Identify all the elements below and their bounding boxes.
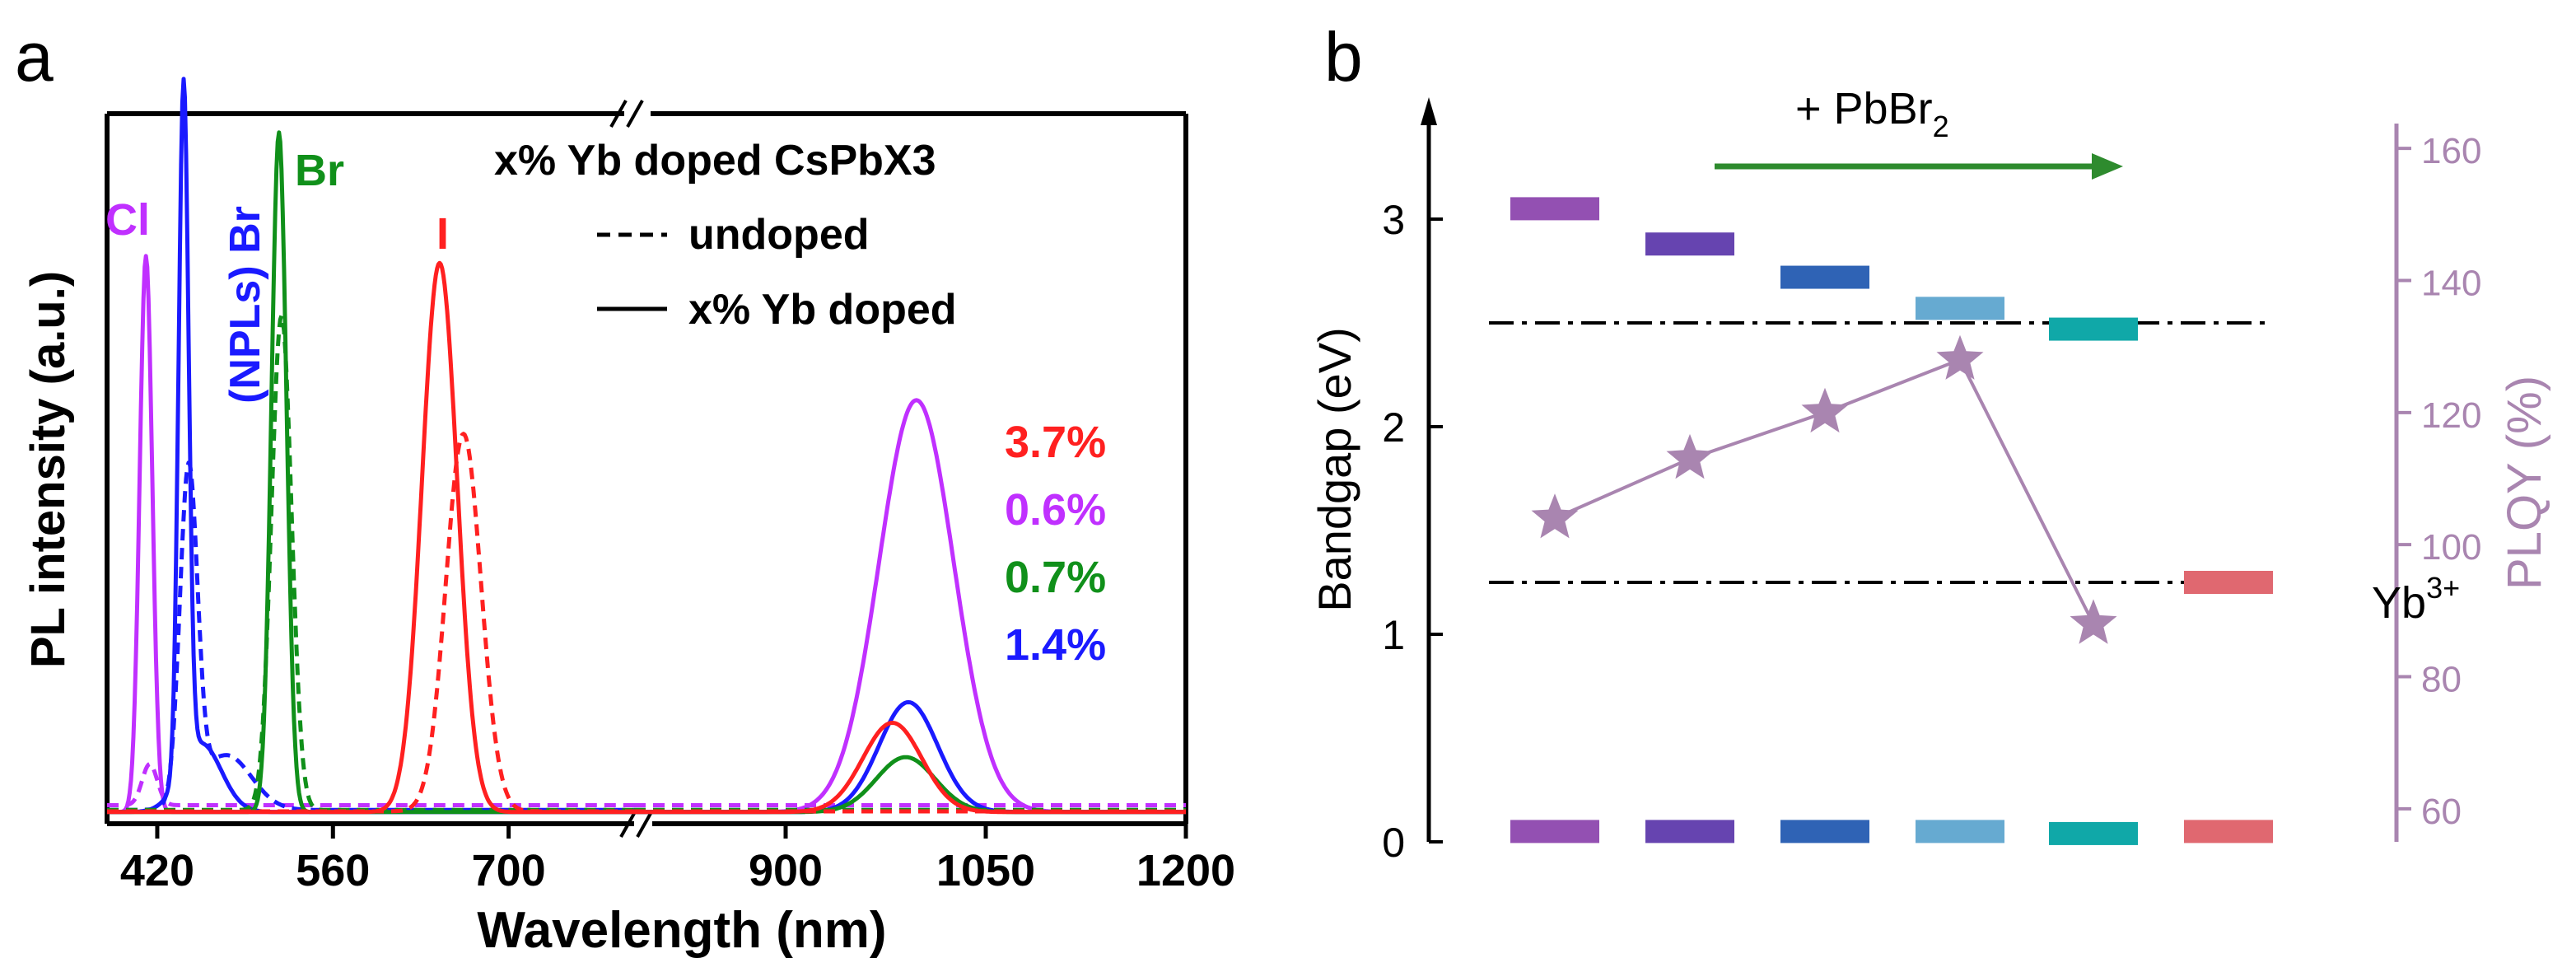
valence-level-6	[2184, 820, 2273, 843]
a-xtick-label: 1200	[1136, 846, 1235, 895]
b-ytick-label: 3	[1382, 197, 1405, 243]
panel-a-frame	[105, 111, 1188, 826]
b-y2tick-label: 140	[2421, 263, 2481, 303]
panel-a-xlabel: Wavelength (nm)	[477, 902, 886, 959]
pl-curve-7-vis	[106, 260, 635, 815]
pbbr2-label: + PbBr2	[1795, 84, 1949, 143]
pbbr2-arrow	[1715, 153, 2123, 180]
conduction-level-4	[1916, 297, 2004, 320]
pl-curve-6-vis	[106, 313, 635, 812]
plqy-series	[1531, 334, 2117, 644]
b-y2tick-label: 60	[2421, 792, 2462, 832]
peak-label-i: I	[436, 209, 449, 259]
b-y2tick-label: 120	[2421, 395, 2481, 436]
panel-b-y2label: PLQY (%)	[2498, 376, 2551, 590]
pl-curve-3-vis	[106, 77, 635, 815]
axis-break-marks	[609, 100, 654, 838]
plqy-star-3	[1801, 387, 1849, 433]
panel-b-left-ticks: 0 1 2 3	[1382, 197, 1443, 866]
pbbr2-label-sub: 2	[1933, 110, 1949, 143]
conduction-level-5	[2049, 317, 2138, 341]
doping-label-cl: 0.6%	[1005, 485, 1106, 535]
a-xtick-label: 900	[749, 846, 823, 895]
pl-curve-7-nir	[634, 721, 1187, 815]
valence-level-3	[1780, 820, 1869, 843]
b-ytick-label: 1	[1382, 612, 1405, 658]
peak-label-br-npls: (NPLs) Br	[222, 206, 269, 404]
doping-label-br-npls: 1.4%	[1005, 620, 1106, 670]
legend-undoped-label: undoped	[688, 211, 870, 259]
peak-label-cl: Cl	[105, 195, 150, 245]
a-xtick-label: 1050	[936, 846, 1035, 895]
panel-b-left-axis	[1421, 97, 1437, 842]
yb-label: Yb3+	[2372, 571, 2460, 628]
panel-b-ylabel: Bandgap (eV)	[1309, 327, 1360, 612]
b-ytick-label: 0	[1382, 820, 1405, 866]
bandgap-levels	[1510, 197, 2273, 845]
doping-label-i: 3.7%	[1005, 418, 1106, 467]
conduction-level-1	[1510, 197, 1599, 221]
plqy-star-2	[1666, 433, 1714, 479]
yb-label-main: Yb	[2372, 578, 2426, 628]
panel-a-letter: a	[15, 18, 54, 96]
panel-a-ticks: 420 560 700 900 1050 1200	[120, 824, 1235, 895]
a-xtick-label: 420	[120, 846, 194, 895]
pl-curve-2-vis	[106, 762, 635, 807]
reference-lines	[1489, 321, 2265, 584]
b-ytick-label: 2	[1382, 404, 1405, 451]
conduction-level-6	[2184, 571, 2273, 594]
a-xtick-label: 560	[296, 846, 370, 895]
plqy-star-1	[1531, 493, 1579, 539]
peak-label-br: Br	[295, 146, 344, 195]
doping-labels: 3.7% 0.6% 0.7% 1.4%	[1005, 418, 1106, 670]
panel-b-right-ticks: 60 80 100 120 140 160	[2396, 131, 2481, 832]
yb-label-sup: 3+	[2426, 571, 2460, 605]
y-axis-arrowhead	[1421, 97, 1437, 125]
panel-a-legend: x% Yb doped CsPbX3 undoped x% Yb doped	[494, 137, 957, 334]
b-y2tick-label: 160	[2421, 131, 2481, 171]
panel-a-ylabel: PL intensity (a.u.)	[21, 271, 75, 668]
valence-level-2	[1645, 820, 1734, 843]
legend-doped-label: x% Yb doped	[688, 286, 957, 334]
pl-curve-8-vis	[106, 432, 635, 814]
b-y2tick-label: 100	[2421, 527, 2481, 568]
plqy-star-5	[2070, 599, 2117, 644]
b-y2tick-label: 80	[2421, 660, 2462, 700]
doping-label-br: 0.7%	[1005, 553, 1106, 602]
conduction-level-2	[1645, 232, 1734, 256]
pl-curve-1-vis	[106, 254, 635, 815]
valence-level-1	[1510, 820, 1599, 843]
conduction-level-3	[1780, 265, 1869, 289]
pl-curve-4-vis	[106, 460, 635, 812]
a-xtick-label: 700	[472, 846, 546, 895]
plqy-star-4	[1936, 334, 1984, 380]
panel-b-letter: b	[1324, 18, 1363, 96]
pbbr2-label-main: + PbBr	[1795, 84, 1933, 133]
valence-level-5	[2049, 821, 2138, 845]
valence-level-4	[1916, 820, 2004, 843]
legend-title: x% Yb doped CsPbX3	[494, 137, 936, 185]
panel-a-curves	[106, 77, 1187, 815]
